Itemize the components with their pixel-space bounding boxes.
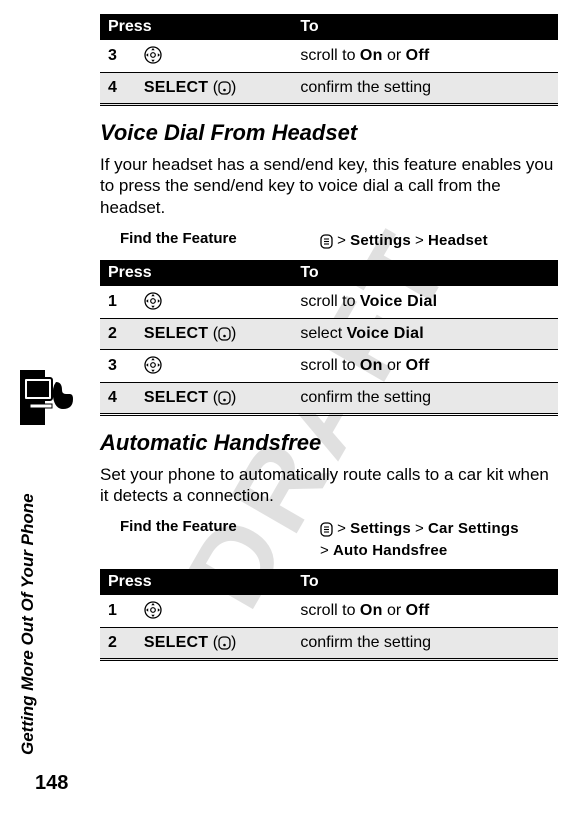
to-cell: scroll to On or Off: [292, 595, 558, 628]
section-body: Set your phone to automatically route ca…: [100, 464, 558, 507]
step-number: 3: [100, 40, 136, 73]
section-body: If your headset has a send/end key, this…: [100, 154, 558, 218]
col-press-header: Press: [100, 260, 292, 286]
to-cell: scroll to Voice Dial: [292, 286, 558, 319]
nav-disc-icon: [144, 292, 162, 312]
to-cell: scroll to On or Off: [292, 40, 558, 73]
find-feature-path: > Settings > Car Settings > Auto Handsfr…: [320, 518, 558, 561]
step-number: 2: [100, 628, 136, 660]
press-cell: [136, 40, 292, 73]
press-cell: SELECT (): [136, 318, 292, 349]
to-cell: confirm the setting: [292, 73, 558, 105]
softkey-icon: [218, 389, 231, 407]
press-cell: SELECT (): [136, 382, 292, 414]
page-content: Press To 3 scroll to On or Off 4 SELECT …: [0, 0, 582, 685]
find-feature-row: Find the Feature > Settings > Headset: [120, 230, 558, 252]
steps-table-1: Press To 3 scroll to On or Off 4 SELECT …: [100, 14, 558, 106]
table-row: 1 scroll to On or Off: [100, 595, 558, 628]
col-to-header: To: [292, 260, 558, 286]
menu-key-icon: [320, 519, 333, 540]
step-number: 3: [100, 349, 136, 382]
step-number: 4: [100, 382, 136, 414]
step-number: 2: [100, 318, 136, 349]
col-to-header: To: [292, 14, 558, 40]
press-cell: [136, 595, 292, 628]
table-row: 2 SELECT () confirm the setting: [100, 628, 558, 660]
step-number: 1: [100, 286, 136, 319]
softkey-icon: [218, 634, 231, 652]
table-row: 4 SELECT () confirm the setting: [100, 73, 558, 105]
table-row: 1 scroll to Voice Dial: [100, 286, 558, 319]
to-cell: confirm the setting: [292, 382, 558, 414]
find-feature-label: Find the Feature: [120, 518, 320, 561]
col-press-header: Press: [100, 569, 292, 595]
softkey-icon: [218, 325, 231, 343]
to-cell: confirm the setting: [292, 628, 558, 660]
nav-disc-icon: [144, 356, 162, 376]
to-cell: select Voice Dial: [292, 318, 558, 349]
table-row: 3 scroll to On or Off: [100, 349, 558, 382]
press-cell: SELECT (): [136, 628, 292, 660]
steps-table-3: Press To 1 scroll to On or Off 2 SELECT …: [100, 569, 558, 661]
table-row: 3 scroll to On or Off: [100, 40, 558, 73]
col-press-header: Press: [100, 14, 292, 40]
steps-table-2: Press To 1 scroll to Voice Dial 2 SELECT…: [100, 260, 558, 416]
nav-disc-icon: [144, 601, 162, 621]
menu-key-icon: [320, 231, 333, 252]
find-feature-path: > Settings > Headset: [320, 230, 558, 252]
table-row: 2 SELECT () select Voice Dial: [100, 318, 558, 349]
step-number: 4: [100, 73, 136, 105]
press-cell: [136, 349, 292, 382]
press-cell: SELECT (): [136, 73, 292, 105]
press-cell: [136, 286, 292, 319]
nav-disc-icon: [144, 46, 162, 66]
section-heading-auto-handsfree: Automatic Handsfree: [100, 430, 558, 456]
page-number: 148: [35, 772, 68, 795]
find-feature-label: Find the Feature: [120, 230, 320, 252]
softkey-icon: [218, 79, 231, 97]
section-heading-voice-dial: Voice Dial From Headset: [100, 120, 558, 146]
step-number: 1: [100, 595, 136, 628]
table-row: 4 SELECT () confirm the setting: [100, 382, 558, 414]
find-feature-row: Find the Feature > Settings > Car Settin…: [120, 518, 558, 561]
to-cell: scroll to On or Off: [292, 349, 558, 382]
col-to-header: To: [292, 569, 558, 595]
